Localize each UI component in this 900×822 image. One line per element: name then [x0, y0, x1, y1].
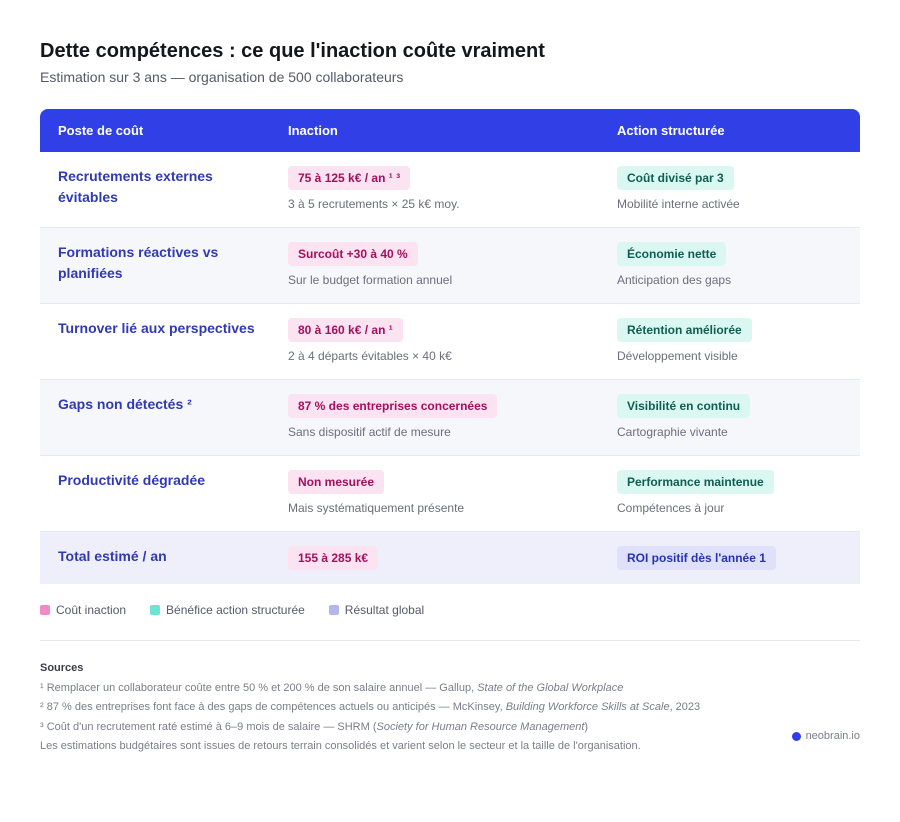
- page-subtitle: Estimation sur 3 ans — organisation de 5…: [40, 69, 404, 85]
- inaction-cost-badge: 80 à 160 k€ / an ¹: [288, 318, 403, 342]
- table-row: Gaps non détectés ² 87 % des entreprises…: [40, 380, 860, 456]
- sources: Sources ¹ Remplacer un collaborateur coû…: [40, 659, 860, 757]
- table-row: Turnover lié aux perspectives 80 à 160 k…: [40, 304, 860, 380]
- source-item: ¹ Remplacer un collaborateur coûte entre…: [40, 681, 624, 694]
- action-benefit-badge: Rétention améliorée: [617, 318, 752, 342]
- legend-item-result: Résultat global: [328, 603, 425, 617]
- row-label: Turnover lié aux perspectives: [58, 320, 255, 336]
- action-note: Mobilité interne activée: [617, 197, 740, 211]
- inaction-note: Mais systématiquement présente: [288, 501, 465, 515]
- action-note: Anticipation des gaps: [617, 273, 732, 287]
- column-header-cost-item: Poste de coût: [58, 123, 144, 138]
- legend-label: Bénéfice action structurée: [166, 603, 305, 617]
- legend-swatch-inaction: [40, 605, 50, 615]
- table-header: Poste de coût Inaction Action structurée: [40, 109, 860, 152]
- sources-disclaimer: Les estimations budgétaires sont issues …: [40, 740, 641, 752]
- action-benefit-badge: Coût divisé par 3: [617, 166, 734, 190]
- brand-name: neobrain.io: [805, 730, 860, 742]
- divider: [40, 640, 860, 641]
- table-row: Recrutements externes évitables 75 à 125…: [40, 152, 860, 228]
- legend-item-inaction: Coût inaction: [40, 603, 126, 617]
- legend-item-action: Bénéfice action structurée: [150, 603, 305, 617]
- inaction-note: Sur le budget formation annuel: [288, 273, 453, 287]
- inaction-note: Sans dispositif actif de mesure: [288, 425, 451, 439]
- inaction-cost-badge: 87 % des entreprises concernées: [288, 394, 498, 418]
- total-label: Total estimé / an: [58, 548, 167, 564]
- cost-table: Poste de coût Inaction Action structurée…: [40, 109, 860, 584]
- action-note: Développement visible: [617, 349, 738, 363]
- sources-title: Sources: [40, 662, 84, 674]
- inaction-note: 3 à 5 recrutements × 25 k€ moy.: [288, 197, 460, 211]
- inaction-cost-badge: Surcoût +30 à 40 %: [288, 242, 418, 266]
- page-title: Dette compétences : ce que l'inaction co…: [40, 40, 545, 62]
- brand[interactable]: neobrain.io: [791, 730, 860, 742]
- column-header-inaction: Inaction: [288, 123, 338, 138]
- inaction-cost-badge: 75 à 125 k€ / an ¹ ³: [288, 166, 411, 190]
- row-label: Productivité dégradée: [58, 472, 206, 488]
- column-header-action: Action structurée: [617, 123, 725, 138]
- total-result-badge: ROI positif dès l'année 1: [617, 546, 776, 570]
- legend-swatch-action: [150, 605, 161, 615]
- row-label: Recrutements externes évitables: [58, 168, 213, 205]
- action-benefit-badge: Économie nette: [617, 242, 727, 266]
- row-label: Gaps non détectés ²: [58, 396, 192, 412]
- inaction-cost-badge: Non mesurée: [288, 470, 385, 494]
- action-note: Compétences à jour: [617, 501, 725, 515]
- total-row: Total estimé / an 155 à 285 k€ ROI posit…: [40, 532, 860, 584]
- brand-dot-icon: [791, 731, 801, 741]
- legend-label: Résultat global: [344, 603, 425, 617]
- table-row: Productivité dégradée Non mesurée Mais s…: [40, 456, 860, 532]
- legend-swatch-result: [328, 605, 339, 615]
- row-label: Formations réactives vs planifiées: [58, 244, 219, 281]
- action-benefit-badge: Performance maintenue: [617, 470, 774, 494]
- total-inaction-badge: 155 à 285 k€: [288, 546, 379, 570]
- page: Dette compétences : ce que l'inaction co…: [40, 0, 860, 757]
- legend: Coût inaction Bénéfice action structurée…: [40, 603, 860, 617]
- action-note: Cartographie vivante: [617, 425, 728, 439]
- inaction-note: 2 à 4 départs évitables × 40 k€: [288, 349, 452, 363]
- table-row: Formations réactives vs planifiées Surco…: [40, 228, 860, 304]
- source-item: ³ Coût d'un recrutement raté estimé à 6–…: [40, 720, 589, 733]
- legend-label: Coût inaction: [56, 603, 127, 617]
- source-item: ² 87 % des entreprises font face à des g…: [40, 701, 701, 713]
- action-benefit-badge: Visibilité en continu: [617, 394, 751, 418]
